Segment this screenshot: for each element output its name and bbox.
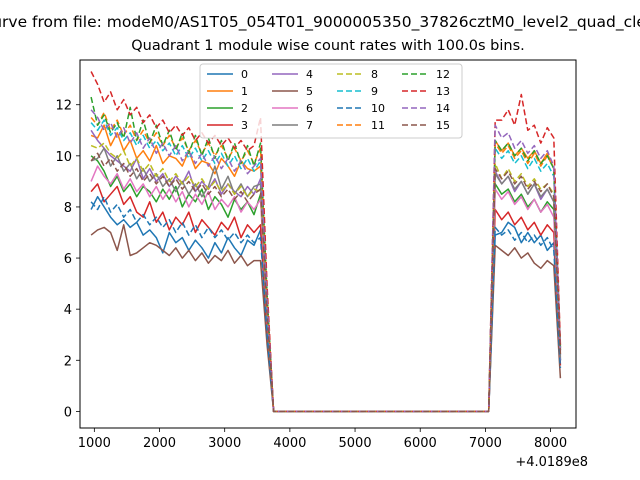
legend-label-3: 3: [241, 119, 248, 132]
x-tick-label: 1000: [78, 436, 111, 451]
figure-suptitle: Lightcurve from file: modeM0/AS1T05_054T…: [0, 13, 640, 32]
legend-label-13: 13: [436, 85, 450, 98]
x-tick-label: 2000: [143, 436, 176, 451]
x-tick-label: 3000: [208, 436, 241, 451]
legend-label-9: 9: [371, 85, 378, 98]
legend-label-6: 6: [306, 102, 313, 115]
y-tick-label: 2: [64, 354, 72, 369]
legend-label-12: 12: [436, 68, 450, 81]
legend-box: [199, 63, 463, 139]
y-axis: 0 2 4 6 8 10 12: [55, 99, 80, 420]
legend-label-7: 7: [306, 119, 313, 132]
y-tick-label: 10: [55, 150, 72, 165]
x-tick-label: 7000: [469, 436, 502, 451]
legend-label-14: 14: [436, 102, 450, 115]
series-line-15: [90, 152, 562, 413]
legend-label-2: 2: [241, 102, 248, 115]
y-tick-label: 12: [55, 99, 72, 114]
y-tick-label: 8: [64, 201, 72, 216]
x-tick-label: 5000: [339, 436, 372, 451]
legend-label-11: 11: [371, 119, 385, 132]
legend-label-1: 1: [241, 85, 248, 98]
legend-label-10: 10: [371, 102, 385, 115]
series-layer: [90, 71, 562, 413]
axes-frame: [79, 59, 577, 429]
legend-label-8: 8: [371, 68, 378, 81]
x-tick-label: 4000: [273, 436, 306, 451]
x-tick-label: 6000: [404, 436, 437, 451]
y-tick-label: 4: [64, 303, 72, 318]
legend-label-15: 15: [436, 119, 450, 132]
legend-label-4: 4: [306, 68, 313, 81]
x-axis-offset-label: +4.0189e8: [515, 455, 588, 470]
legend-label-0: 0: [241, 68, 248, 81]
legend-label-5: 5: [306, 85, 313, 98]
y-tick-label: 6: [64, 252, 72, 267]
y-tick-label: 0: [64, 405, 72, 420]
x-axis: 1000 2000 3000 4000 5000 6000 7000 8000: [78, 428, 567, 451]
x-tick-label: 8000: [534, 436, 567, 451]
chart-title: Quadrant 1 module wise count rates with …: [131, 38, 525, 54]
